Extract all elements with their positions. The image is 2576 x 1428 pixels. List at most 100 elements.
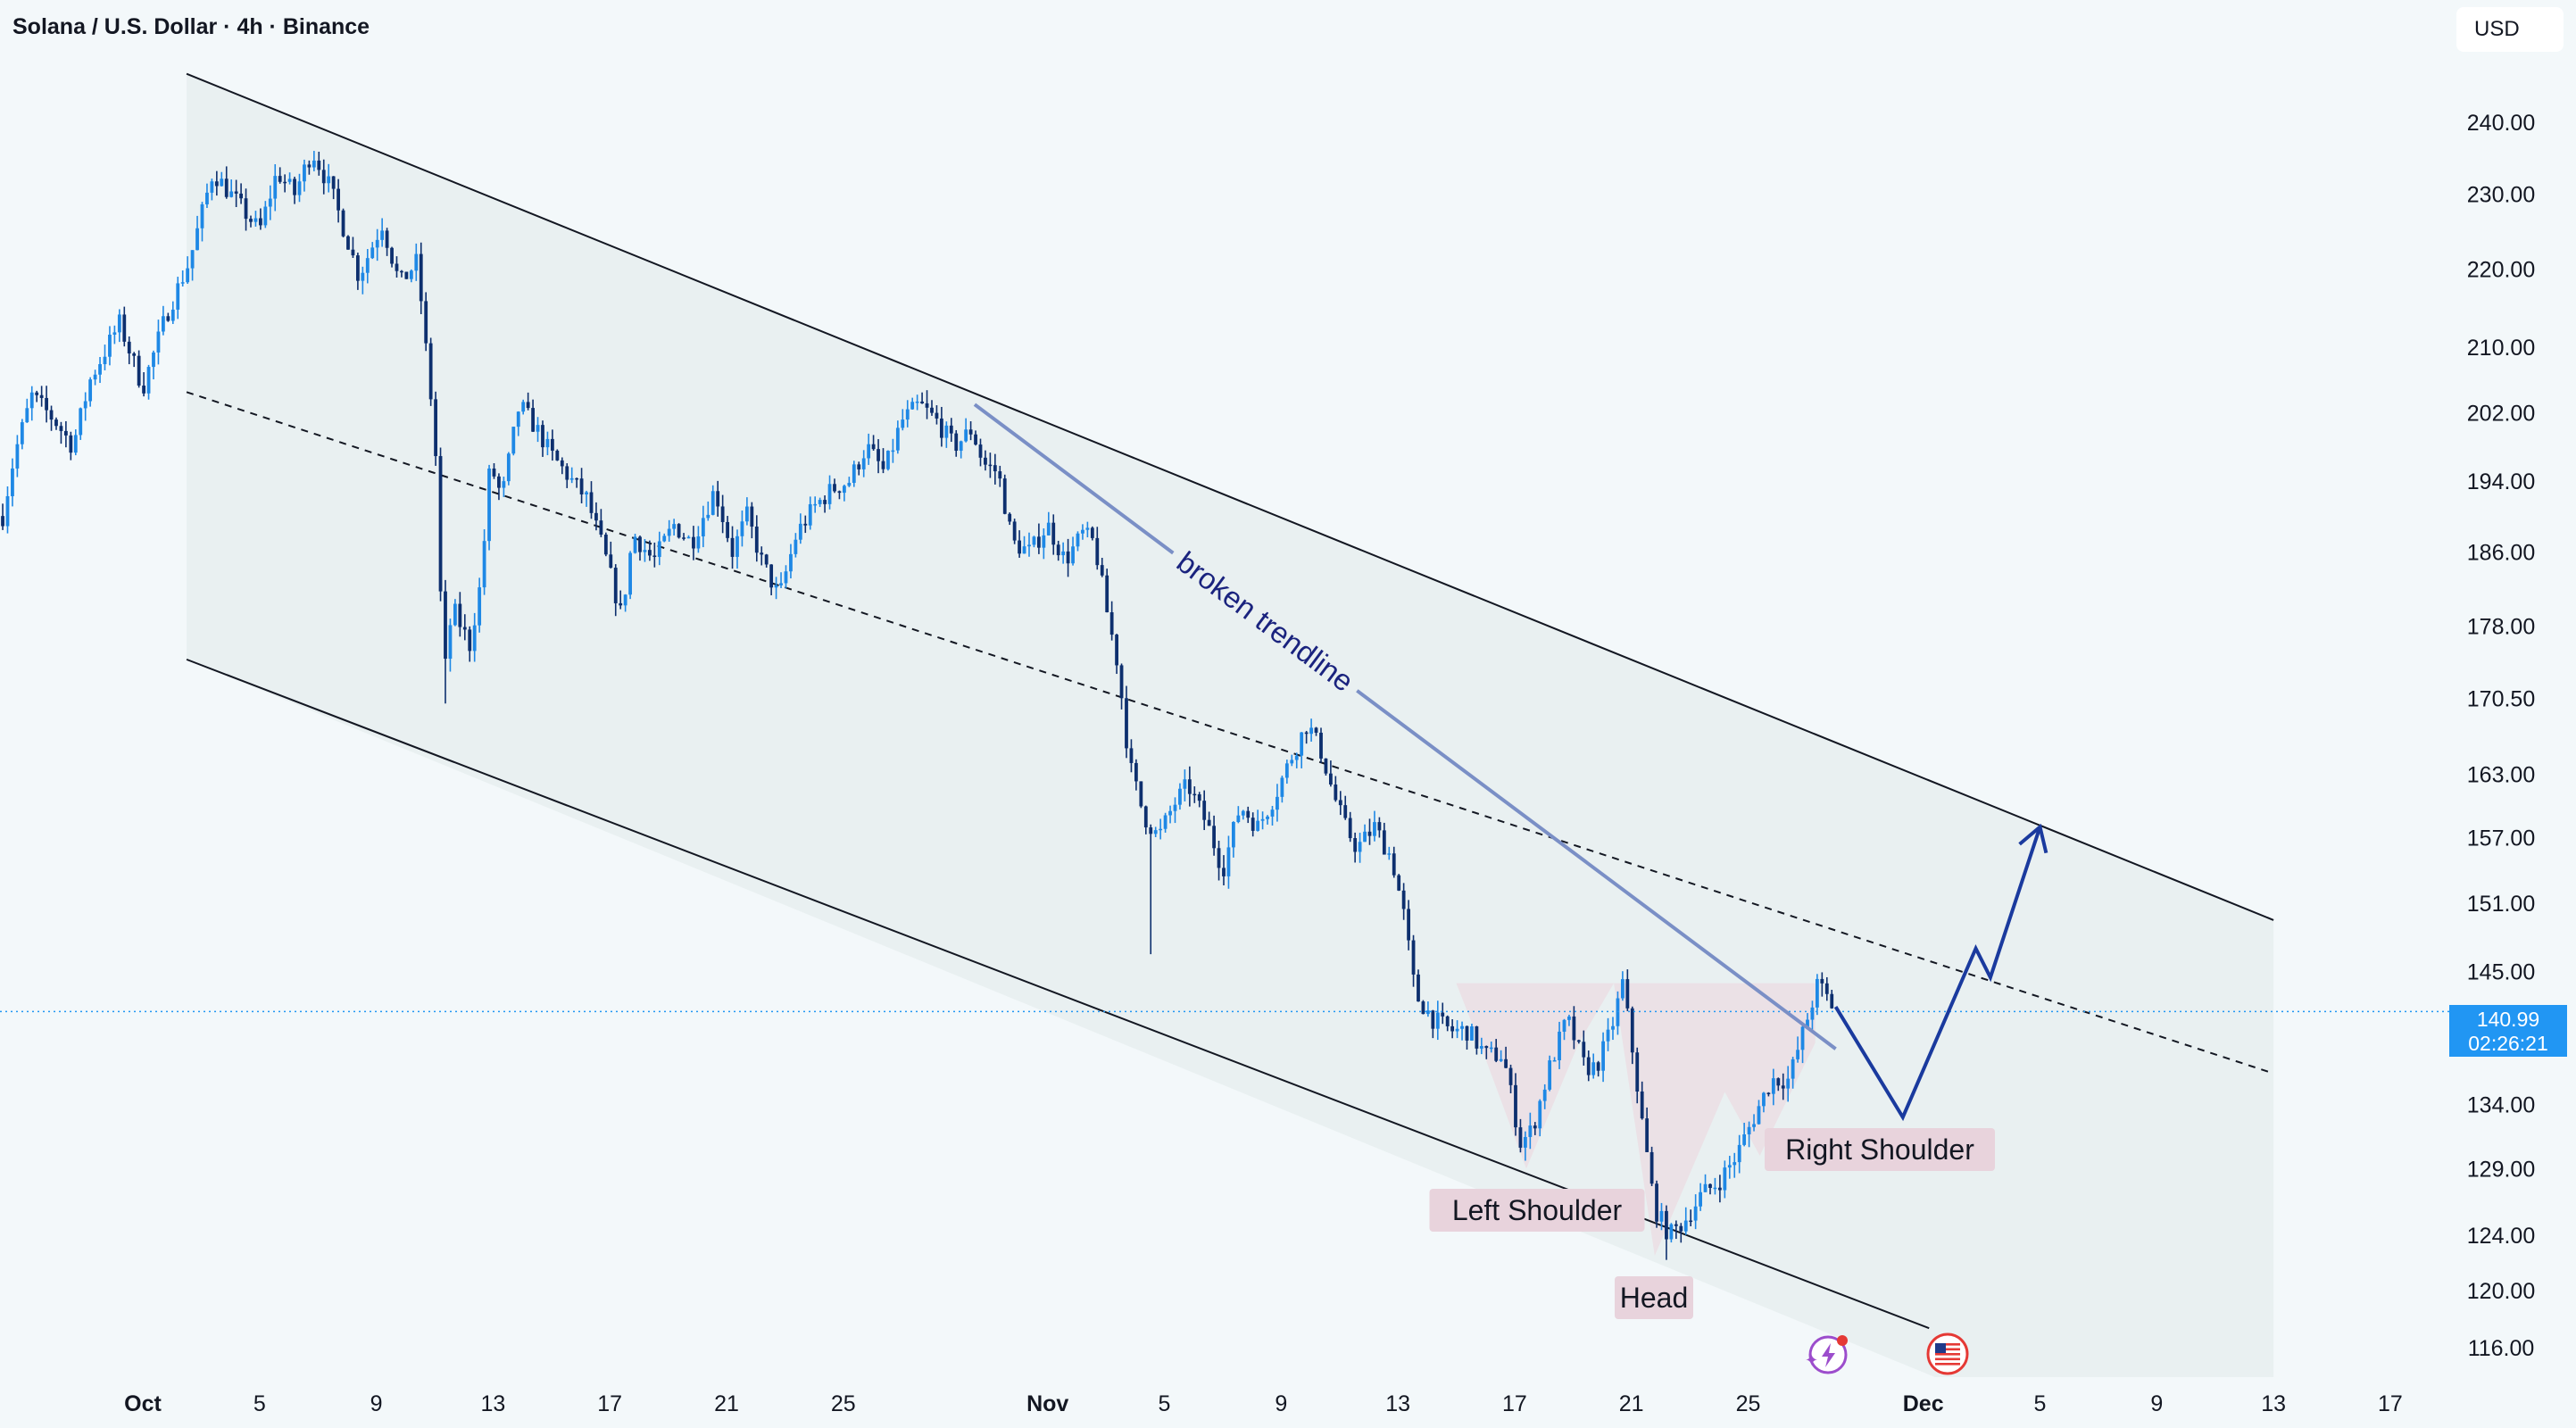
candle-body [1558,1031,1561,1060]
candle-body [1300,732,1304,756]
candle-body [1085,527,1090,530]
current-price-tag: 140.99 02:26:21 [2449,1005,2567,1057]
candle-body [166,316,170,321]
price-axis-label: 134.00 [2467,1093,2535,1118]
candle-body [692,536,695,549]
candle-body [1421,1001,1425,1015]
candle-body [935,412,939,419]
candle-body [1625,979,1630,1009]
candle-body [575,477,579,480]
candle-body [603,535,608,555]
candle-body [1129,748,1134,763]
candle-body [1236,815,1241,823]
candle-body [1100,565,1104,576]
price-axis-label: 178.00 [2467,614,2535,639]
candle-body [161,316,165,332]
currency-button[interactable]: USD [2456,7,2564,52]
candle-body [385,230,389,248]
candle-body [1081,529,1084,534]
candle-body [886,451,890,469]
candle-body [137,355,141,386]
candle-body [1212,826,1216,849]
candle-body [361,272,365,281]
candle-body [390,247,394,264]
candle-body [1548,1060,1552,1090]
broken-trendline [973,403,1175,555]
candle-body [152,352,155,368]
candle-body [1665,1210,1668,1240]
candle-body [355,255,360,281]
candle-body [677,524,681,538]
candle-body [682,537,686,539]
candle-body [599,520,603,536]
time-axis-label: 17 [597,1391,622,1416]
time-axis: Oct 5 9 13 17 21 25 Nov 5 9 13 17 21 25 Dec 5 9 13 17 [124,1391,2403,1416]
candle-body [468,629,472,652]
candle-body [1669,1224,1674,1240]
candle-body [15,444,20,469]
candle-body [993,465,997,472]
candle-body [1640,1091,1644,1119]
candle-body [1576,1040,1581,1042]
candle-body [1173,804,1177,811]
candle-body [1499,1059,1503,1061]
candle-body [730,537,735,557]
candle-body [293,178,296,195]
candle-body [628,552,632,595]
candle-body [1806,1019,1809,1027]
candle-body [871,444,876,450]
candle-body [1042,535,1046,548]
candle-body [1328,773,1333,785]
time-axis-label: 13 [2261,1391,2286,1416]
candle-body [1762,1092,1766,1107]
candle-body [1771,1078,1775,1094]
candle-body [837,491,842,494]
candle-body [944,425,949,438]
candle-body [117,314,121,333]
candle-body [1528,1125,1533,1137]
candle-body [609,554,613,569]
candle-body [472,625,477,652]
candle-body [444,591,447,660]
candle-body [1508,1067,1513,1085]
candle-body [351,249,355,256]
candle-body [1149,827,1153,834]
price-axis-label: 230.00 [2467,182,2535,207]
candle-body [1727,1165,1732,1168]
candle-body [278,176,282,182]
time-axis-label: 9 [1275,1391,1287,1416]
candle-body [803,523,808,526]
candle-body [1397,875,1401,891]
candle-body [1611,1025,1615,1030]
candle-body [613,568,618,603]
candle-body [239,193,243,199]
candle-body [108,334,112,357]
candle-body [35,392,39,395]
candle-body [794,539,798,554]
candle-body [1713,1187,1717,1190]
candle-body [1319,732,1323,759]
candle-body [735,536,739,557]
candle-body [1723,1167,1727,1191]
candle-body [273,176,278,199]
candle-body [1358,842,1362,852]
candle-body [798,523,802,540]
time-axis-label: Nov [1026,1391,1068,1416]
candle-body [1217,848,1221,868]
price-axis-label: 163.00 [2467,763,2535,788]
channel-upper-line [186,72,2274,921]
candle-body [1504,1059,1508,1068]
price-axis: 116.00 120.00 124.00 129.00 134.00 145.00 151.… [2467,111,2535,1361]
candle-body [1284,763,1289,778]
candle-body [1183,779,1187,789]
candle-body [1392,853,1396,876]
candle-body [1586,1057,1591,1075]
right-shoulder-label: Right Shoulder [1785,1133,1974,1166]
candle-body [861,458,866,469]
candle-body [1343,805,1348,818]
candle-body [69,435,73,453]
candle-body [1703,1183,1708,1192]
time-axis-label: 25 [831,1391,856,1416]
price-axis-label: 210.00 [2467,336,2535,361]
